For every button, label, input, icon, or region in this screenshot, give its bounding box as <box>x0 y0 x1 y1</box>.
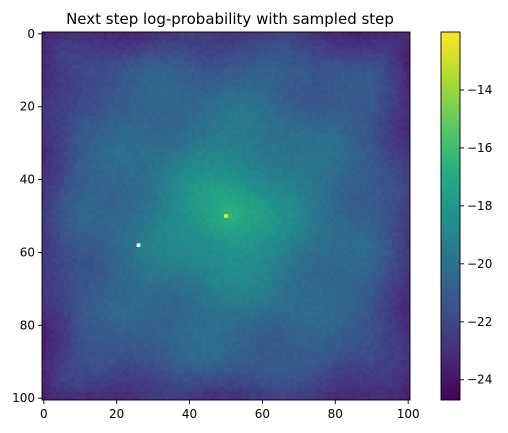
x-tick-label: 0 <box>40 407 48 421</box>
colorbar-tick-label: −16 <box>467 141 492 155</box>
y-tick-label: 0 <box>27 27 35 41</box>
marked-point-sampled-step <box>136 243 141 247</box>
x-tick-label: 100 <box>397 407 420 421</box>
chart-title: Next step log-probability with sampled s… <box>66 10 394 28</box>
y-axis: 0 20 40 60 80 100 <box>12 27 42 405</box>
colorbar-tick-label: −22 <box>467 315 492 329</box>
y-tick-label: 100 <box>12 391 35 405</box>
colorbar-tick-label: −20 <box>467 257 492 271</box>
colorbar-ticks: −14 −16 −18 −20 −22 −24 <box>460 83 492 387</box>
colorbar-tick-label: −18 <box>467 199 492 213</box>
colorbar: −14 −16 −18 −20 −22 −24 <box>440 31 492 401</box>
y-tick-label: 40 <box>20 173 35 187</box>
x-tick-label: 80 <box>328 407 343 421</box>
colorbar-gradient <box>440 31 461 401</box>
marked-point-peak <box>224 214 228 218</box>
x-tick-label: 40 <box>182 407 197 421</box>
colorbar-tick-label: −24 <box>467 373 492 387</box>
y-tick-label: 20 <box>20 100 35 114</box>
marked-points <box>136 214 228 247</box>
x-tick-label: 60 <box>255 407 270 421</box>
plot-frame <box>41 31 411 401</box>
y-tick-label: 80 <box>20 318 35 332</box>
y-tick-label: 60 <box>20 245 35 259</box>
x-tick-label: 20 <box>109 407 124 421</box>
x-axis: 0 20 40 60 80 100 <box>40 400 420 421</box>
heatmap-plot <box>41 31 411 401</box>
colorbar-tick-label: −14 <box>467 83 492 97</box>
